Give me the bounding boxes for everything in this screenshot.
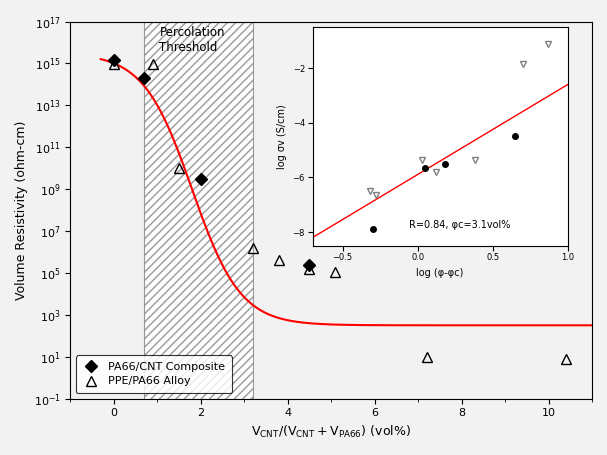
PPE/PA66 Alloy (175, 166, 183, 171)
Y-axis label: log σv (S/cm): log σv (S/cm) (277, 104, 287, 169)
Line: PA66/CNT Composite: PA66/CNT Composite (110, 56, 401, 269)
X-axis label: log (φ-φc): log (φ-φc) (416, 268, 464, 278)
PA66/CNT Composite (141, 76, 148, 81)
Text: R=0.84, φc=3.1vol%: R=0.84, φc=3.1vol% (410, 220, 511, 230)
PPE/PA66 Alloy (423, 354, 430, 359)
PPE/PA66 Alloy (562, 356, 569, 361)
Bar (144, 21, 253, 399)
Text: Percolation
Threshold: Percolation Threshold (160, 26, 225, 54)
PPE/PA66 Alloy (276, 258, 283, 263)
Legend: PA66/CNT Composite, PPE/PA66 Alloy: PA66/CNT Composite, PPE/PA66 Alloy (76, 355, 232, 393)
Y-axis label: Volume Resistivity (ohm-cm): Volume Resistivity (ohm-cm) (15, 121, 28, 300)
PPE/PA66 Alloy (149, 62, 157, 67)
X-axis label: $\mathregular{V_{CNT}/(V_{CNT}+V_{PA66})}$ (vol%): $\mathregular{V_{CNT}/(V_{CNT}+V_{PA66})… (251, 424, 411, 440)
PA66/CNT Composite (306, 262, 313, 268)
PA66/CNT Composite (197, 177, 205, 182)
PPE/PA66 Alloy (110, 62, 117, 67)
PA66/CNT Composite (393, 209, 400, 215)
Line: PPE/PA66 Alloy: PPE/PA66 Alloy (109, 60, 571, 364)
PPE/PA66 Alloy (249, 246, 257, 251)
PPE/PA66 Alloy (332, 269, 339, 275)
PA66/CNT Composite (110, 57, 117, 62)
PPE/PA66 Alloy (306, 267, 313, 272)
